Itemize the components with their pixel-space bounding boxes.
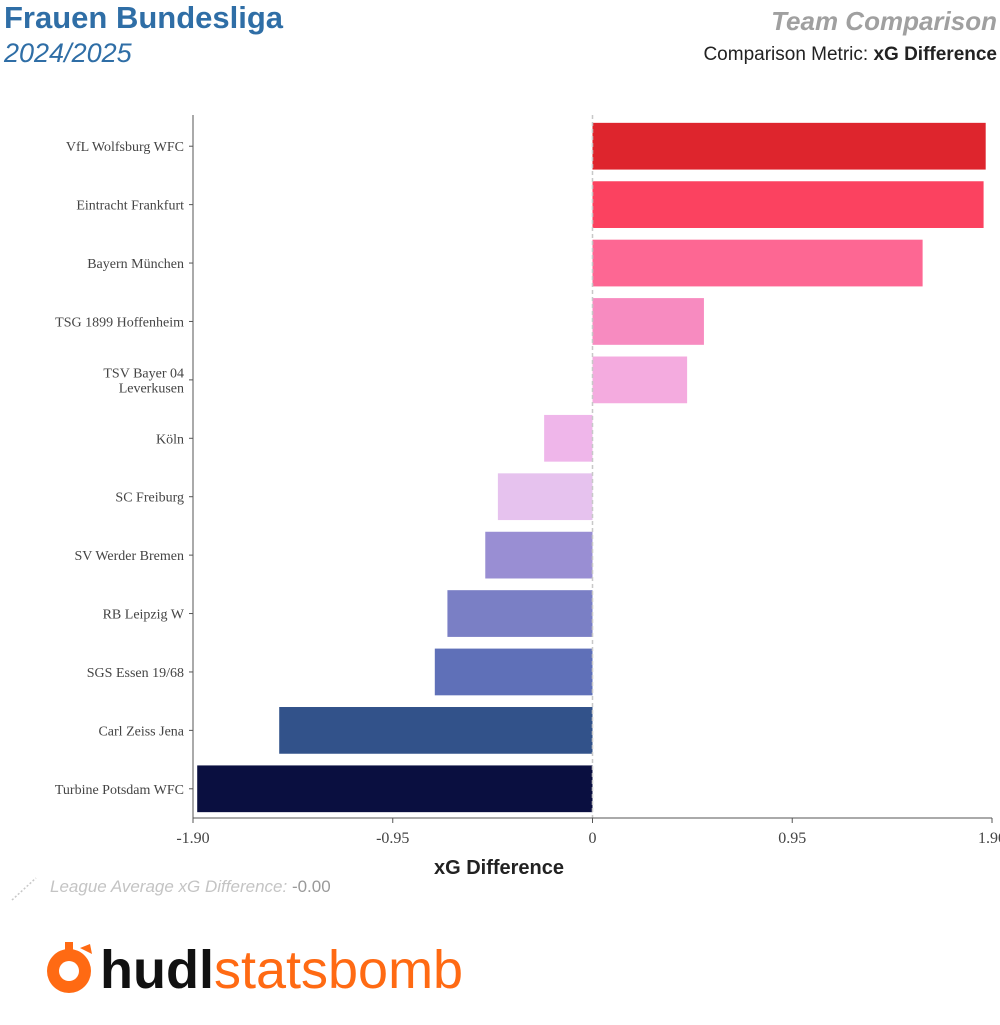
league-average-label: League Average xG Difference: (50, 877, 288, 896)
average-line-icon (11, 877, 37, 901)
bar (592, 181, 984, 228)
x-tick-label: -1.90 (176, 830, 209, 847)
brand-statsbomb: statsbomb (213, 940, 464, 1000)
report-title: Team Comparison (771, 6, 997, 36)
season-label: 2024/2025 (4, 38, 132, 68)
bar (485, 531, 593, 579)
bar (592, 122, 986, 170)
y-tick-label: RB Leipzig W (103, 608, 185, 623)
bar (592, 356, 688, 404)
y-tick-label: Eintracht Frankfurt (76, 199, 184, 214)
league-average-note: League Average xG Difference: -0.00 (50, 877, 331, 897)
metric-label: Comparison Metric: (703, 44, 869, 65)
bar (279, 707, 593, 754)
bar (592, 298, 704, 345)
bar (544, 414, 593, 462)
bar (197, 765, 593, 813)
league-average-value: -0.00 (291, 877, 331, 896)
y-tick-label: SC Freiburg (115, 491, 184, 506)
y-tick-label: Carl Zeiss Jena (98, 724, 184, 739)
bar-chart: VfL Wolfsburg WFC Eintracht Frankfurt Baye… (55, 115, 1000, 879)
x-tick-label: 0 (589, 830, 597, 847)
brand-hudl: hudl (100, 940, 214, 1000)
y-tick-label: TSV Bayer 04 Leverkusen (103, 366, 184, 396)
bar (447, 590, 593, 637)
comparison-metric: Comparison Metric: xG Difference (703, 44, 997, 66)
y-tick-label: SV Werder Bremen (74, 549, 184, 564)
statsbomb-logo-icon (47, 942, 92, 993)
x-tick-label: 1.90 (978, 830, 1000, 847)
y-tick-label: VfL Wolfsburg WFC (66, 140, 184, 155)
metric-value: xG Difference (873, 44, 997, 65)
page-title: Frauen Bundesliga (4, 0, 284, 35)
x-axis-label: xG Difference (434, 857, 564, 879)
y-tick-label: Bayern München (87, 257, 184, 272)
x-tick-label: -0.95 (376, 830, 409, 847)
bar (434, 648, 593, 696)
bar (592, 239, 923, 287)
y-tick-label: TSG 1899 Hoffenheim (55, 315, 184, 330)
y-tick-label: Turbine Potsdam WFC (55, 783, 184, 798)
x-tick-label: 0.95 (778, 830, 806, 847)
bar (497, 473, 593, 521)
y-tick-label: SGS Essen 19/68 (87, 666, 184, 681)
y-tick-label: Köln (156, 432, 184, 447)
brand-wordmark: hudlstatsbomb (100, 938, 463, 1002)
